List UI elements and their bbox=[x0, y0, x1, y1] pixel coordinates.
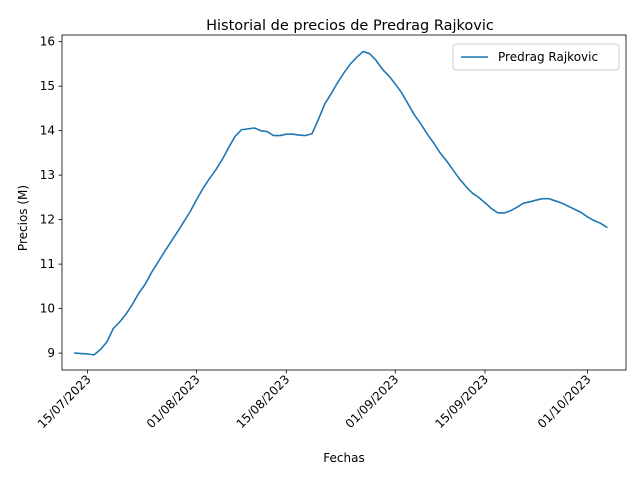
plot-area bbox=[61, 34, 627, 371]
x-tick-label: 15/09/2023 bbox=[432, 372, 491, 431]
y-tick-label: 10 bbox=[40, 302, 55, 316]
chart-title: Historial de precios de Predrag Rajkovic bbox=[206, 18, 494, 34]
y-tick-label: 13 bbox=[40, 168, 55, 182]
x-tick-label: 15/07/2023 bbox=[35, 372, 94, 431]
x-axis-label: Fechas bbox=[323, 451, 364, 465]
x-tick-label: 01/09/2023 bbox=[343, 372, 402, 431]
y-tick-label: 14 bbox=[40, 124, 55, 138]
y-axis: 9 10 11 12 13 14 15 16 bbox=[40, 35, 62, 360]
y-tick-label: 16 bbox=[40, 35, 55, 49]
legend-label: Predrag Rajkovic bbox=[498, 50, 598, 64]
x-tick-label: 01/08/2023 bbox=[144, 372, 203, 431]
legend-box bbox=[452, 43, 620, 71]
y-tick-label: 11 bbox=[40, 257, 55, 271]
series-line bbox=[74, 50, 608, 356]
x-tick-label: 01/10/2023 bbox=[535, 372, 594, 431]
series-layer bbox=[74, 50, 608, 356]
x-tick-label: 15/08/2023 bbox=[234, 372, 293, 431]
x-axis: 15/07/2023 01/08/2023 15/08/2023 01/09/2023… bbox=[35, 370, 594, 431]
y-axis-label: Precios (M) bbox=[16, 185, 30, 251]
plot-frame bbox=[61, 34, 627, 371]
legend: Predrag Rajkovic bbox=[452, 43, 620, 71]
y-tick-label: 15 bbox=[40, 79, 55, 93]
y-tick-label: 12 bbox=[40, 213, 55, 227]
y-tick-label: 9 bbox=[47, 346, 55, 360]
